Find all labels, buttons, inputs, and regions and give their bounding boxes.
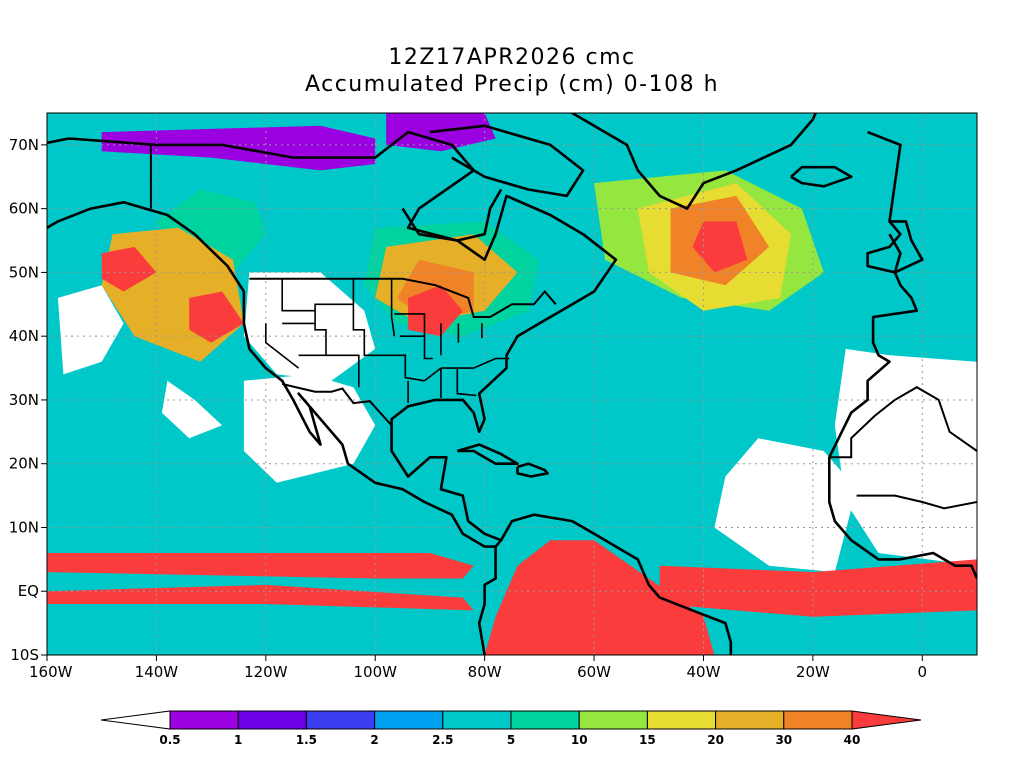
state-border-1 bbox=[298, 323, 327, 357]
precip-region-19 bbox=[47, 584, 474, 611]
coastline-south-america bbox=[499, 513, 733, 655]
y-tick-label: 40N bbox=[9, 327, 39, 345]
precip-region-8 bbox=[386, 113, 496, 152]
colorbar-label: 1 bbox=[234, 733, 242, 747]
colorbar: 0.5 1 1.5 2 2.5 5 10 15 20 30 40 bbox=[100, 710, 922, 747]
x-tick-label: 80W bbox=[468, 663, 502, 681]
precip-region-3 bbox=[243, 272, 376, 381]
border-us-canada bbox=[249, 277, 557, 318]
x-tick-label: 0 bbox=[918, 663, 928, 681]
y-tick-label: 20N bbox=[9, 455, 39, 473]
colorbar-label: 0.5 bbox=[159, 733, 180, 747]
x-tick-label: 120W bbox=[244, 663, 288, 681]
colorbar-under-arrow bbox=[100, 710, 171, 730]
state-border-15 bbox=[264, 323, 300, 369]
y-tick-label: 50N bbox=[9, 263, 39, 281]
colorbar-swatch bbox=[646, 710, 717, 730]
precip-region-18 bbox=[47, 553, 474, 579]
y-tick-label: 70N bbox=[9, 136, 39, 154]
colorbar-label: 30 bbox=[775, 733, 792, 747]
precip-region-21 bbox=[484, 540, 715, 655]
colorbar-swatch bbox=[305, 710, 376, 730]
precip-region-25 bbox=[189, 291, 244, 343]
precip-region-24 bbox=[101, 246, 157, 292]
precip-region-5 bbox=[834, 348, 977, 566]
colorbar-label: 2 bbox=[370, 733, 378, 747]
title-run: 12Z17APR2026 cmc bbox=[388, 45, 636, 70]
lat-lon-grid bbox=[47, 113, 977, 655]
precip-region-22 bbox=[692, 221, 748, 273]
precip-region-23 bbox=[408, 285, 463, 337]
colorbar-label: 15 bbox=[639, 733, 656, 747]
y-tick-label: 60N bbox=[9, 200, 39, 218]
y-tick-label: EQ bbox=[18, 582, 39, 600]
state-border-6 bbox=[423, 336, 433, 360]
colorbar-swatch bbox=[442, 710, 512, 730]
coastline-greenland bbox=[569, 113, 818, 210]
x-tick-label: 160W bbox=[29, 663, 73, 681]
colorbar-label: 5 bbox=[507, 733, 515, 747]
colorbar-label: 10 bbox=[571, 733, 588, 747]
coastline-iceland bbox=[790, 165, 853, 188]
state-border-0 bbox=[282, 303, 425, 382]
x-tick-label: 40W bbox=[687, 663, 721, 681]
colorbar-swatch bbox=[783, 710, 853, 730]
precip-region-20 bbox=[659, 559, 977, 617]
precip-region-6 bbox=[161, 380, 223, 439]
x-tick-label: 100W bbox=[354, 663, 398, 681]
border-us-mexico bbox=[281, 383, 393, 427]
state-border-12 bbox=[456, 368, 477, 397]
colorbar-swatch bbox=[510, 710, 580, 730]
coastline-hudson-bay bbox=[401, 188, 503, 242]
precip-region-2 bbox=[243, 374, 376, 483]
colorbar-swatch bbox=[715, 710, 785, 730]
state-border-16 bbox=[281, 278, 316, 312]
colorbar-swatch bbox=[374, 710, 444, 730]
coastline-south-america-west bbox=[477, 546, 497, 655]
coastline-baffin bbox=[429, 124, 585, 198]
title-field: Accumulated Precip (cm) 0-108 h bbox=[304, 72, 720, 97]
y-tick-label: 10N bbox=[9, 518, 39, 536]
x-tick-label: 140W bbox=[135, 663, 179, 681]
y-tick-label: 30N bbox=[9, 391, 39, 409]
colorbar-label: 20 bbox=[707, 733, 724, 747]
border-sahel bbox=[856, 494, 977, 510]
colorbar-label: 40 bbox=[844, 733, 861, 747]
state-border-11 bbox=[424, 367, 442, 382]
x-tick-label: 60W bbox=[577, 663, 611, 681]
colorbar-label: 2.5 bbox=[432, 733, 453, 747]
state-border-4 bbox=[390, 278, 396, 337]
precip-field bbox=[47, 113, 977, 655]
axis-labels: 160W 140W 120W 100W 80W 60W 40W 20W 0 10S EQ 10N 20N… bbox=[9, 136, 927, 681]
plot-frame bbox=[46, 112, 978, 656]
coastline-europe-africa bbox=[827, 130, 977, 580]
state-border-5 bbox=[394, 313, 426, 338]
colorbar-over-arrow bbox=[851, 710, 922, 730]
coastlines bbox=[47, 113, 977, 655]
y-tick-label: 10S bbox=[10, 646, 39, 664]
colorbar-swatch bbox=[169, 710, 239, 730]
colorbar-swatch bbox=[578, 710, 648, 730]
precip-region-4 bbox=[714, 438, 857, 573]
border-west-africa bbox=[829, 386, 977, 459]
map-title: 12Z17APR2026 cmc Accumulated Precip (cm)… bbox=[0, 44, 1024, 98]
colorbar-swatch bbox=[237, 710, 307, 730]
coastline-north-america bbox=[47, 130, 618, 548]
coastline-hispaniola bbox=[516, 462, 549, 478]
coastline-cuba bbox=[456, 443, 519, 466]
coastline-british-isles bbox=[888, 220, 924, 274]
x-tick-label: 20W bbox=[796, 663, 830, 681]
precip-region-1 bbox=[57, 285, 124, 375]
state-border-2 bbox=[326, 354, 360, 388]
colorbar-label: 1.5 bbox=[296, 733, 317, 747]
